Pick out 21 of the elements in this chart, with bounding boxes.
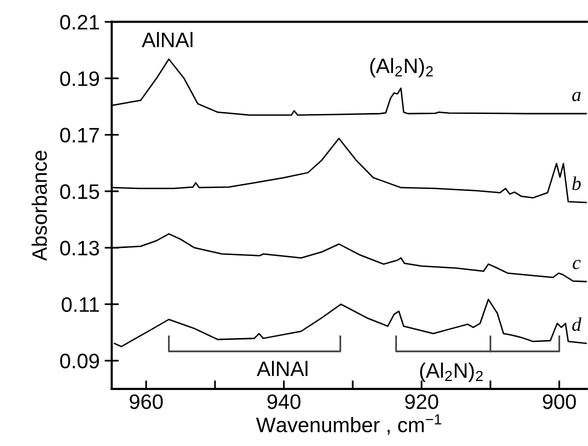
y-axis-title: Absorbance <box>32 150 47 261</box>
y-tick-label: 0.17 <box>60 128 99 143</box>
x-tick-label: 960 <box>130 394 163 410</box>
y-tick-label: 0.11 <box>62 297 99 312</box>
y-tick-label: 0.21 <box>60 14 99 30</box>
y-tick-label: 0.19 <box>60 71 99 86</box>
series-label: d <box>572 317 582 332</box>
y-tick-label: 0.09 <box>60 354 99 368</box>
annotation: AlNAl <box>256 360 308 376</box>
x-tick-label: 900 <box>542 394 576 410</box>
x-axis-title: Wavenumber , cm$^{−1}$ <box>256 414 442 435</box>
series-label: c <box>572 260 581 270</box>
series-label: b <box>572 176 581 190</box>
annotation: AlNAl <box>142 32 192 48</box>
x-tick-label: 920 <box>405 394 438 410</box>
y-tick-label: 0.13 <box>60 240 100 256</box>
series-label: a <box>572 92 581 102</box>
annotation: (Al$_{2}$N)$_{2}$ <box>420 362 483 382</box>
annotation: (Al$_{2}$N)$_{2}$ <box>370 58 433 78</box>
y-tick-label: 0.15 <box>60 184 100 200</box>
x-tick-label: 940 <box>267 394 300 410</box>
